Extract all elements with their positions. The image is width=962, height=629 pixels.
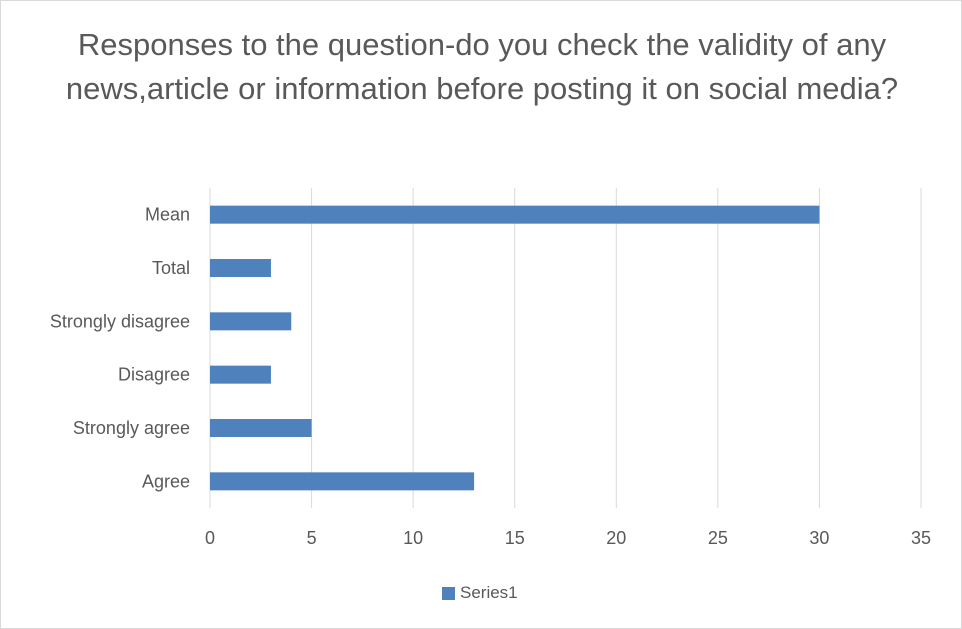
y-tick-label: Mean [145,205,190,225]
bar-total [210,259,271,277]
bar-strongly-disagree [210,312,292,331]
legend-label: Series1 [460,583,518,602]
chart-title: Responses to the question-do you check t… [65,27,899,106]
bar-agree [210,472,475,491]
x-tick-label: 5 [307,528,317,548]
x-tick-label: 30 [809,528,829,548]
x-tick-label: 35 [911,528,931,548]
y-tick-label: Disagree [118,365,190,385]
y-tick-label: Agree [142,471,190,491]
x-tick-label: 10 [403,528,423,548]
y-tick-label: Strongly disagree [50,311,190,331]
legend-swatch-series1 [442,586,455,600]
bar-strongly-agree [210,419,312,437]
y-tick-label: Total [152,258,190,278]
bar-mean [210,205,820,224]
x-tick-label: 0 [205,528,215,548]
x-tick-label: 15 [505,528,525,548]
x-tick-label: 25 [708,528,728,548]
legend: Series1 [442,583,518,603]
y-tick-label: Strongly agree [73,418,190,438]
bar-disagree [210,365,271,384]
x-tick-label: 20 [606,528,626,548]
